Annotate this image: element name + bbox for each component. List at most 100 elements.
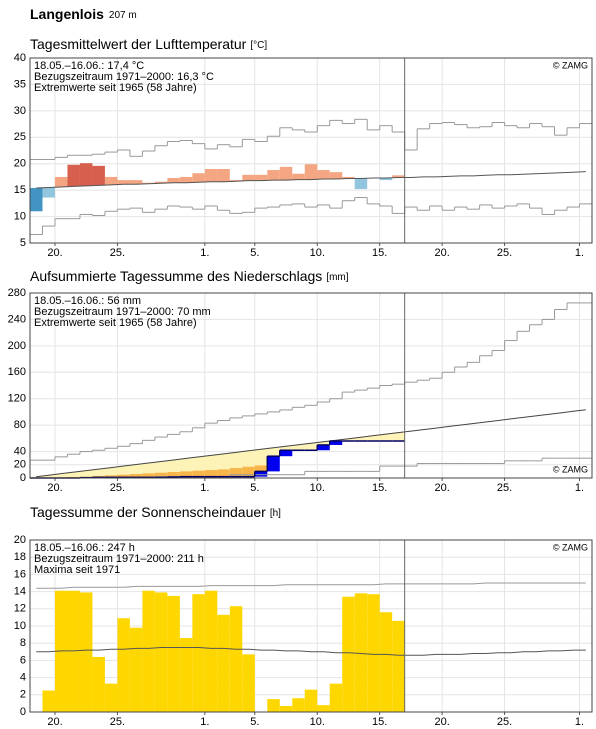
bar [54, 176, 68, 187]
bar [304, 689, 318, 712]
deficit-area [117, 466, 130, 478]
panel-unit: [h] [270, 508, 281, 519]
x-tick-label: 5. [250, 716, 259, 728]
y-tick-label: 80 [14, 419, 26, 431]
bar [79, 163, 93, 186]
info-line: Bezugszeitraum 1971–2000: 211 h [34, 553, 204, 565]
bar [267, 699, 280, 712]
bar [117, 180, 130, 185]
x-tick-label: 25. [497, 716, 512, 728]
y-tick-label: 6 [20, 654, 26, 666]
bar [167, 595, 180, 712]
x-tick-label: 20. [47, 716, 62, 728]
bar [254, 174, 268, 181]
deficit-area [354, 437, 368, 441]
x-tick-label: 15. [372, 247, 387, 259]
bar [279, 705, 293, 712]
x-tick-label: 5. [250, 247, 259, 259]
x-tick-label: 25. [110, 716, 125, 728]
y-tick-label: 14 [14, 586, 26, 598]
bar [304, 164, 318, 180]
y-tick-label: 160 [8, 366, 26, 378]
x-tick-label: 20. [434, 716, 449, 728]
y-tick-label: 35 [14, 78, 26, 90]
bar [67, 164, 80, 187]
band-area [129, 474, 143, 478]
band-area [254, 465, 268, 472]
x-tick-label: 10. [310, 482, 325, 494]
bar [154, 181, 168, 184]
bar [79, 592, 93, 712]
y-tick-label: 40 [14, 52, 26, 64]
bar [204, 590, 218, 712]
credit: © ZAMG [553, 60, 588, 70]
credit: © ZAMG [553, 542, 588, 552]
bar [329, 683, 343, 712]
deficit-area [379, 434, 393, 441]
line [36, 171, 586, 189]
line [36, 647, 586, 656]
y-tick-label: 30 [14, 105, 26, 117]
deficit-area [317, 441, 330, 445]
plot-frame [29, 539, 593, 713]
y-tick-label: 20 [14, 158, 26, 170]
bar [104, 176, 118, 185]
band-area [204, 470, 218, 477]
x-tick-label: 25. [110, 247, 125, 259]
bar [329, 172, 343, 180]
bar [342, 176, 355, 179]
band-area [142, 473, 155, 478]
deficit-area [104, 467, 118, 478]
bar [92, 165, 105, 186]
y-tick-label: 200 [8, 340, 26, 352]
increment [267, 456, 280, 472]
band-area [104, 475, 118, 478]
info-line: Bezugszeitraum 1971–2000: 16,3 °C [34, 71, 214, 83]
x-tick-label: 1. [200, 247, 209, 259]
y-tick-label: 240 [8, 313, 26, 325]
band-area [192, 470, 205, 477]
panel-title-text: Tagesmittelwert der Lufttemperatur [30, 36, 247, 52]
info-line: Bezugszeitraum 1971–2000: 70 mm [34, 306, 211, 318]
band-area [167, 472, 180, 478]
x-tick-label: 1. [200, 482, 209, 494]
y-tick-label: 10 [14, 210, 26, 222]
y-tick-label: 40 [14, 445, 26, 457]
plot-frame [29, 57, 593, 244]
x-tick-label: 15. [372, 716, 387, 728]
panel-title-text: Tagessumme der Sonnenscheindauer [30, 504, 266, 520]
x-tick-label: 1. [575, 716, 584, 728]
x-tick-label: 20. [434, 247, 449, 259]
y-tick-label: 20 [14, 534, 26, 546]
bar [242, 654, 255, 712]
x-tick-label: 25. [497, 247, 512, 259]
x-tick-label: 15. [372, 482, 387, 494]
y-tick-label: 12 [14, 603, 26, 615]
bar [279, 166, 293, 181]
bar [104, 683, 118, 712]
x-tick-label: 5. [250, 482, 259, 494]
bar [217, 614, 230, 712]
increment [279, 450, 293, 457]
bar [154, 592, 168, 712]
bar [30, 188, 43, 212]
header: Langenlois 207 m [30, 6, 137, 22]
bar [192, 594, 205, 712]
y-tick-label: 16 [14, 568, 26, 580]
bar [92, 656, 105, 712]
bar [42, 187, 55, 198]
x-tick-label: 10. [310, 716, 325, 728]
y-tick-label: 20 [14, 459, 26, 471]
station-elevation: 207 m [109, 10, 137, 21]
y-tick-label: 4 [20, 672, 26, 684]
info-line: 18.05.–16.06.: 247 h [34, 542, 135, 554]
bar [392, 620, 405, 712]
panel-title: Aufsummierte Tagessumme des Niederschlag… [30, 268, 349, 284]
bar [367, 594, 380, 712]
x-tick-label: 20. [47, 482, 62, 494]
station-name: Langenlois [30, 6, 104, 22]
deficit-area [54, 473, 68, 478]
deficit-area [42, 475, 55, 478]
x-tick-label: 25. [110, 482, 125, 494]
